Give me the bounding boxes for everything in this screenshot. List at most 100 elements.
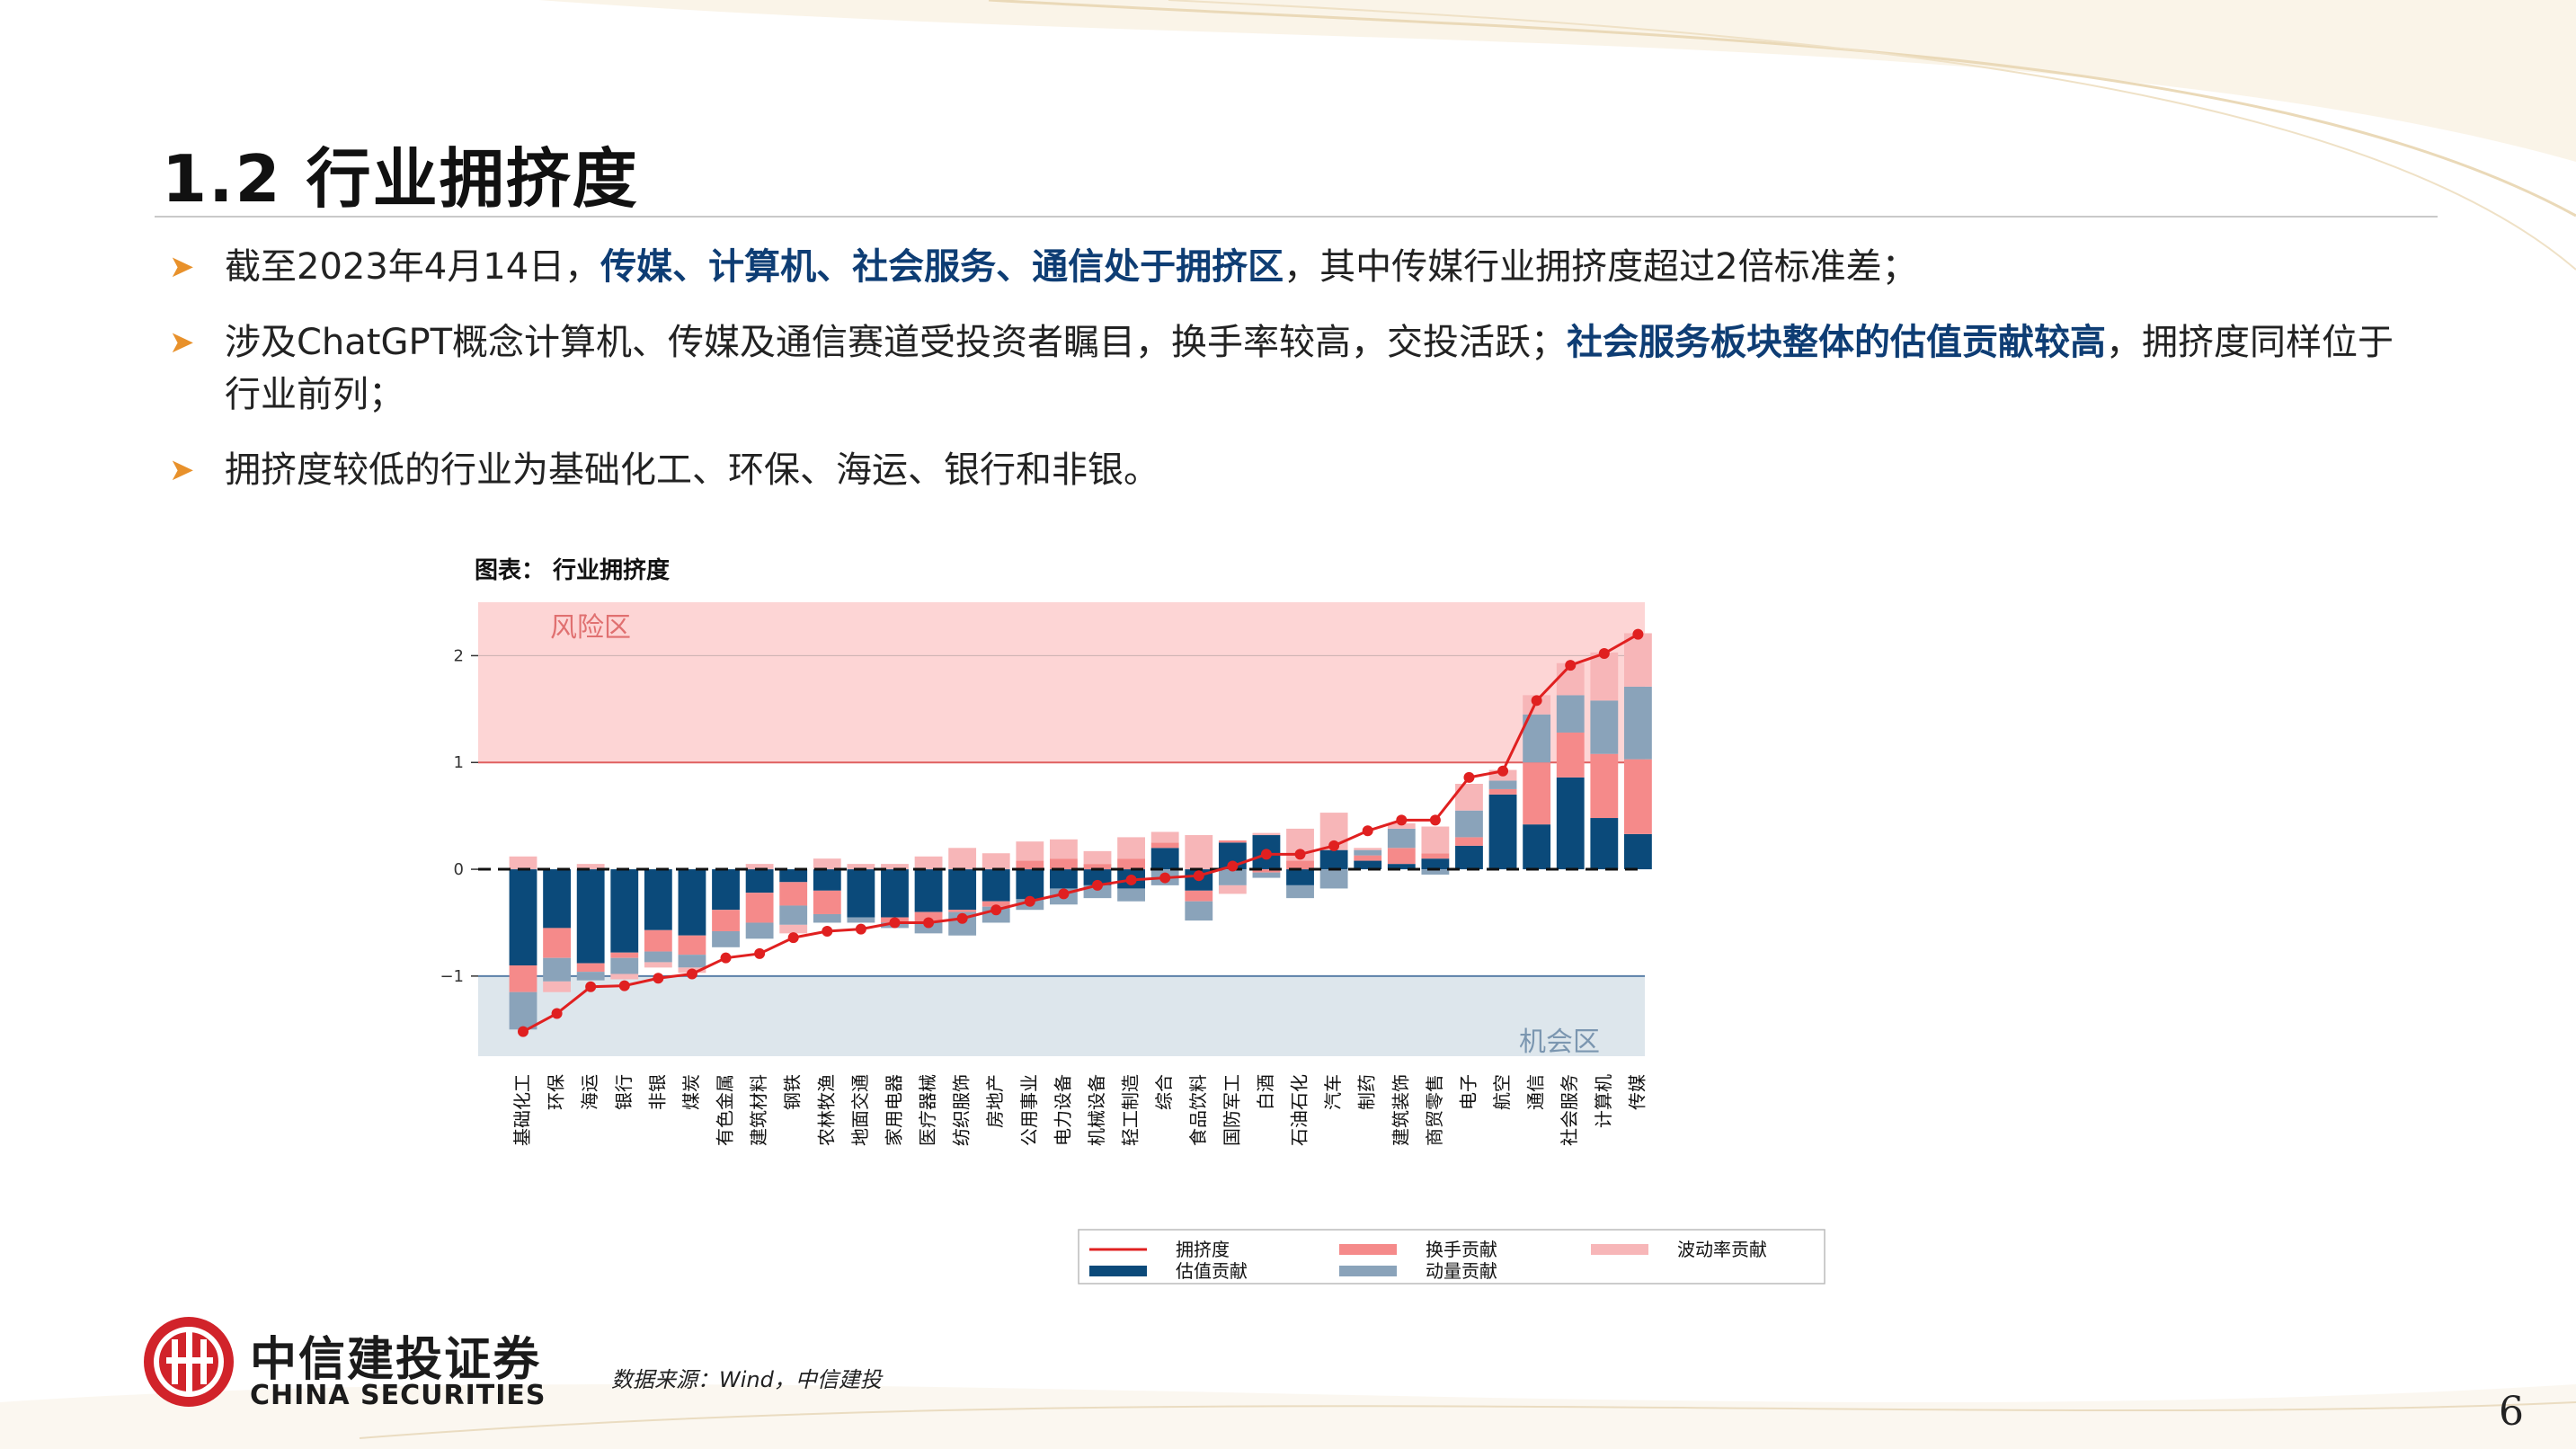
crowding-point	[956, 912, 968, 924]
bar-momentum	[1455, 810, 1483, 838]
bar-valuation	[1488, 794, 1517, 870]
chart-caption: 图表： 行业拥挤度	[475, 557, 671, 584]
bar-momentum	[847, 917, 875, 923]
risk-zone	[478, 602, 1645, 763]
y-tick-label: −1	[440, 967, 464, 986]
bar-valuation	[1319, 849, 1348, 870]
data-source: 数据来源：Wind，中信建投	[611, 1367, 882, 1392]
crowding-point	[889, 917, 901, 929]
x-tick-label: 商贸零售	[1424, 1074, 1445, 1146]
bar-volatility	[610, 973, 639, 980]
crowding-chart: 风险区机会区 −1 0 1 2 基础化工 环保 海运 银行 非银 煤炭 有色金属 建筑材料 钢铁 农林牧渔地…	[440, 602, 1825, 1285]
bar-momentum	[1421, 869, 1450, 875]
legend-swatch	[1591, 1244, 1648, 1255]
x-tick-label: 房地产	[984, 1074, 1006, 1128]
bar-valuation	[1016, 869, 1044, 900]
bar-turnover	[1624, 759, 1652, 834]
bar-turnover	[1488, 788, 1517, 795]
bar-valuation	[509, 869, 537, 965]
logo-text-cn: 中信建投证券	[250, 1333, 542, 1387]
bar-turnover	[1050, 858, 1078, 870]
bar-volatility	[745, 864, 774, 870]
crowding-point	[1260, 849, 1272, 860]
crowding-point	[1125, 874, 1137, 885]
bar-momentum	[712, 930, 740, 947]
opportunity-zone-label: 机会区	[1519, 1027, 1600, 1058]
bar-valuation	[847, 869, 875, 918]
bar-valuation	[610, 869, 639, 953]
opportunity-zone	[478, 975, 1645, 1056]
bar-valuation	[914, 869, 943, 912]
x-tick-label: 银行	[613, 1074, 635, 1110]
bullet-item: ➤ 涉及ChatGPT概念计算机、传媒及通信赛道受投资者瞩目，换手率较高，交投活…	[169, 316, 2416, 421]
china-securities-logo-icon	[144, 1317, 234, 1407]
legend-label: 估值贡献	[1176, 1260, 1248, 1282]
bar-turnover	[543, 928, 571, 958]
bar-volatility	[1083, 850, 1112, 865]
legend-label: 换手贡献	[1426, 1239, 1497, 1260]
y-tick-label: 2	[454, 646, 464, 665]
bar-momentum	[1252, 872, 1281, 878]
bullet-text: ，其中传媒行业拥挤度超过2倍标准差；	[1284, 246, 1918, 288]
legend-swatch	[1089, 1266, 1147, 1276]
crowding-point	[686, 968, 697, 980]
crowding-point	[720, 952, 732, 964]
bar-turnover	[678, 935, 706, 956]
x-tick-label: 传媒	[1626, 1074, 1648, 1110]
bar-valuation	[1421, 858, 1450, 870]
bar-valuation	[543, 869, 571, 929]
bar-momentum	[543, 957, 571, 982]
x-tick-label: 医疗器械	[917, 1074, 938, 1146]
bullet-item: ➤ 拥挤度较低的行业为基础化工、环保、海运、银行和非银。	[169, 444, 2416, 496]
crowding-point	[1058, 888, 1070, 900]
bar-turnover	[644, 929, 672, 952]
bullet-highlight: 传媒、计算机、社会服务、通信处于拥挤区	[600, 246, 1284, 288]
bar-momentum	[1083, 885, 1112, 899]
bullet-item: ➤ 截至2023年4月14日，传媒、计算机、社会服务、通信处于拥挤区，其中传媒行…	[169, 241, 2416, 293]
x-tick-label: 建筑材料	[748, 1074, 769, 1146]
bar-volatility	[576, 864, 605, 870]
bar-turnover	[813, 890, 841, 914]
page-title: 1.2 行业拥挤度	[162, 141, 639, 217]
bar-valuation	[1286, 869, 1314, 885]
bar-valuation	[1624, 833, 1652, 870]
x-tick-label: 通信	[1525, 1074, 1547, 1110]
arrow-bullet-icon: ➤	[169, 452, 195, 488]
bar-momentum	[509, 991, 537, 1030]
bar-momentum	[678, 955, 706, 968]
x-tick-label: 汽车	[1322, 1074, 1344, 1110]
x-tick-label: 地面交通	[849, 1074, 871, 1146]
bar-volatility	[847, 864, 875, 870]
x-tick-label: 综合	[1153, 1074, 1175, 1110]
crowding-point	[822, 925, 833, 937]
crowding-point	[1362, 825, 1373, 837]
bar-momentum	[745, 922, 774, 939]
x-tick-label: 有色金属	[715, 1074, 736, 1146]
x-tick-label: 环保	[546, 1074, 567, 1110]
x-tick-label: 海运	[579, 1074, 600, 1110]
crowding-point	[1497, 765, 1509, 777]
bar-momentum	[779, 905, 808, 925]
bar-turnover	[1286, 860, 1314, 870]
bar-valuation	[948, 869, 977, 911]
x-tick-label: 纺织服饰	[951, 1074, 973, 1146]
crowding-point	[1429, 814, 1441, 826]
crowding-point	[787, 932, 799, 944]
bar-volatility	[1016, 841, 1044, 861]
bar-volatility	[1624, 633, 1652, 687]
bar-momentum	[1488, 780, 1517, 789]
bar-momentum	[1218, 869, 1247, 885]
crowding-point	[1396, 814, 1408, 826]
risk-zone-label: 风险区	[550, 612, 631, 644]
crowding-point	[1565, 660, 1577, 671]
bar-turnover	[610, 952, 639, 958]
bar-volatility	[982, 853, 1010, 870]
bar-volatility	[1590, 652, 1619, 701]
x-tick-label: 非银	[646, 1074, 668, 1110]
bar-momentum	[576, 972, 605, 981]
bar-volatility	[1421, 826, 1450, 854]
bar-turnover	[1590, 753, 1619, 819]
crowding-point	[1598, 648, 1610, 660]
crowding-point	[1024, 895, 1035, 907]
bar-volatility	[813, 858, 841, 870]
